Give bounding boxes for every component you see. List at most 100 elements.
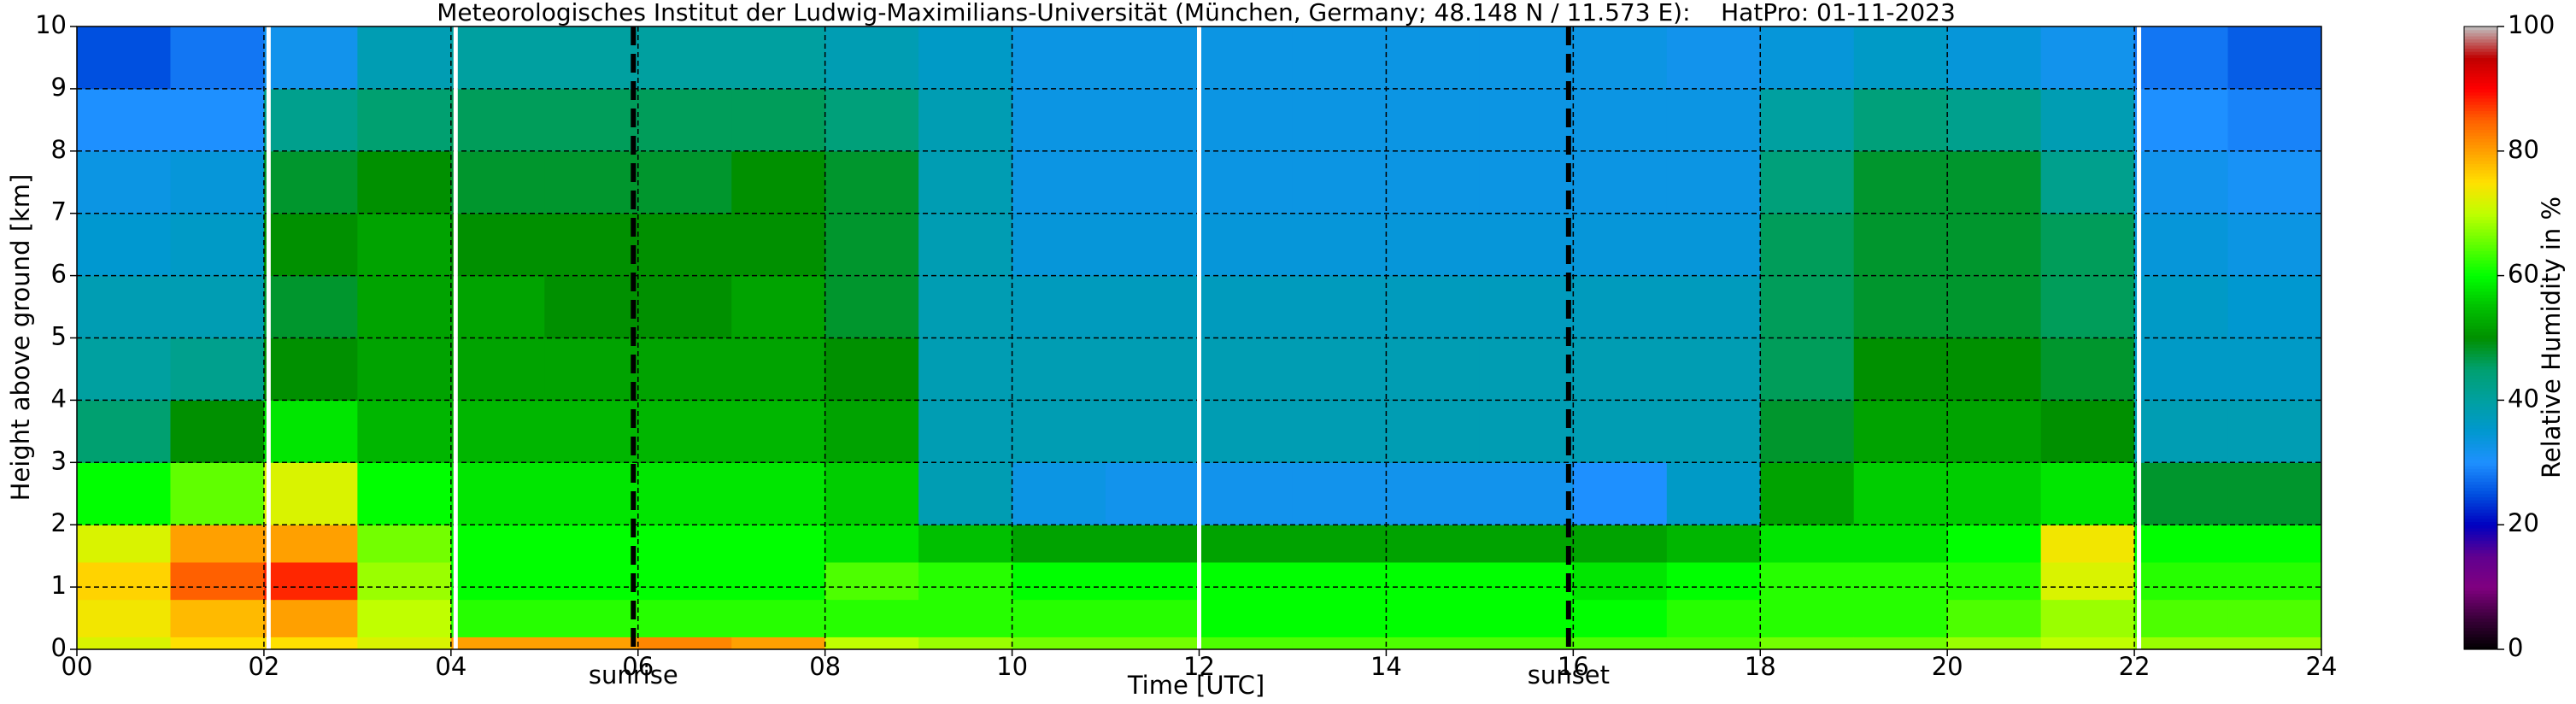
heat-cell [1573, 88, 1668, 152]
heat-cell [1199, 561, 1294, 601]
colorbar-segment [2464, 614, 2497, 619]
colorbar-segment [2464, 568, 2497, 572]
heat-cell [918, 150, 1013, 214]
colorbar-segment [2464, 290, 2497, 296]
heat-cell [1573, 599, 1668, 637]
colorbar-segment [2464, 375, 2497, 379]
heat-cell [1292, 637, 1387, 650]
colorbar-segment [2464, 73, 2497, 77]
heat-cell [1106, 599, 1200, 637]
heat-cell [1573, 400, 1668, 463]
heat-cell [77, 213, 171, 277]
colorbar-segment [2464, 447, 2497, 451]
colorbar-segment [2464, 42, 2497, 46]
colorbar-segment [2464, 412, 2497, 417]
colorbar-segment [2464, 44, 2497, 50]
colorbar-segment [2464, 549, 2497, 554]
colorbar-segment [2464, 584, 2497, 588]
colorbar-segment [2464, 531, 2497, 535]
heat-cell [1479, 400, 1574, 463]
colorbar-segment [2464, 571, 2497, 576]
heat-cell [731, 275, 826, 338]
y-axis-label: Height above ground [km] [6, 174, 35, 502]
colorbar-segment [2464, 561, 2497, 566]
heat-cell [2040, 26, 2135, 90]
colorbar-segment [2464, 490, 2497, 495]
heat-cell [1012, 525, 1106, 563]
heat-cell [170, 337, 265, 401]
colorbar-segment [2464, 474, 2497, 479]
colorbar-segment [2464, 518, 2497, 523]
heat-cell [1947, 275, 2042, 338]
colorbar-segment [2464, 465, 2497, 470]
heat-cell [544, 26, 639, 90]
colorbar-segment [2464, 256, 2497, 261]
heat-cell [2134, 26, 2229, 90]
heat-cell [357, 637, 452, 650]
heat-cell [1760, 561, 1855, 601]
heat-cell [170, 275, 265, 338]
heat-cell [918, 337, 1013, 401]
heat-cell [1292, 275, 1387, 338]
colorbar-segment [2464, 403, 2497, 408]
heat-cell [544, 150, 639, 214]
heat-cell [2227, 275, 2322, 338]
heat-cell [2227, 599, 2322, 637]
x-tick-label: 16 [1558, 652, 1589, 681]
heat-cell [1947, 213, 2042, 277]
heat-cell [918, 88, 1013, 152]
heat-cell [2040, 637, 2135, 650]
colorbar-segment [2464, 79, 2497, 84]
colorbar-segment [2464, 107, 2497, 112]
heat-cell [1292, 88, 1387, 152]
heat-cell [1386, 337, 1481, 401]
colorbar-segment [2464, 322, 2497, 326]
heat-cell [263, 525, 358, 563]
heat-cell [1386, 275, 1481, 338]
heat-cell [637, 26, 732, 90]
colorbar-segment [2464, 241, 2497, 245]
colorbar-segment [2464, 226, 2497, 230]
colorbar-segment [2464, 578, 2497, 582]
heat-cell [544, 525, 639, 563]
heat-cell [1479, 26, 1574, 90]
colorbar-segment [2464, 502, 2497, 507]
heat-cell [1666, 599, 1761, 637]
heat-cell [1292, 337, 1387, 401]
heat-cell [2040, 400, 2135, 463]
y-tick-label: 10 [35, 10, 67, 39]
heat-cell [2134, 275, 2229, 338]
heat-cell [1199, 599, 1294, 637]
heat-cell [824, 88, 919, 152]
colorbar-segment [2464, 54, 2497, 59]
heat-cell [1106, 400, 1200, 463]
heat-cell [824, 637, 919, 650]
heat-cell [1199, 525, 1294, 563]
heat-cell [263, 275, 358, 338]
x-tick-label: 18 [1745, 652, 1776, 681]
heat-cell [2040, 561, 2135, 601]
colorbar-segment [2464, 605, 2497, 610]
heat-cell [1666, 213, 1761, 277]
heat-cell [824, 150, 919, 214]
colorbar-segment [2464, 334, 2497, 339]
chart-title: Meteorologisches Institut der Ludwig-Max… [437, 0, 1956, 26]
colorbar-segment [2464, 307, 2497, 311]
colorbar-segment [2464, 325, 2497, 330]
colorbar-segment [2464, 493, 2497, 497]
heat-cell [1199, 275, 1294, 338]
colorbar-segment [2464, 525, 2497, 529]
heat-cell [77, 462, 171, 525]
heat-cell [450, 26, 545, 90]
colorbar-segment [2464, 612, 2497, 616]
heat-cell [357, 26, 452, 90]
colorbar-segment [2464, 453, 2497, 457]
heat-cell [1012, 88, 1106, 152]
colorbar-segment [2464, 425, 2497, 429]
colorbar-segment [2464, 409, 2497, 414]
heat-cell [77, 337, 171, 401]
heat-cell [1106, 525, 1200, 563]
heat-cell [1199, 150, 1294, 214]
colorbar-segment [2464, 232, 2497, 236]
heat-cell [2040, 88, 2135, 152]
